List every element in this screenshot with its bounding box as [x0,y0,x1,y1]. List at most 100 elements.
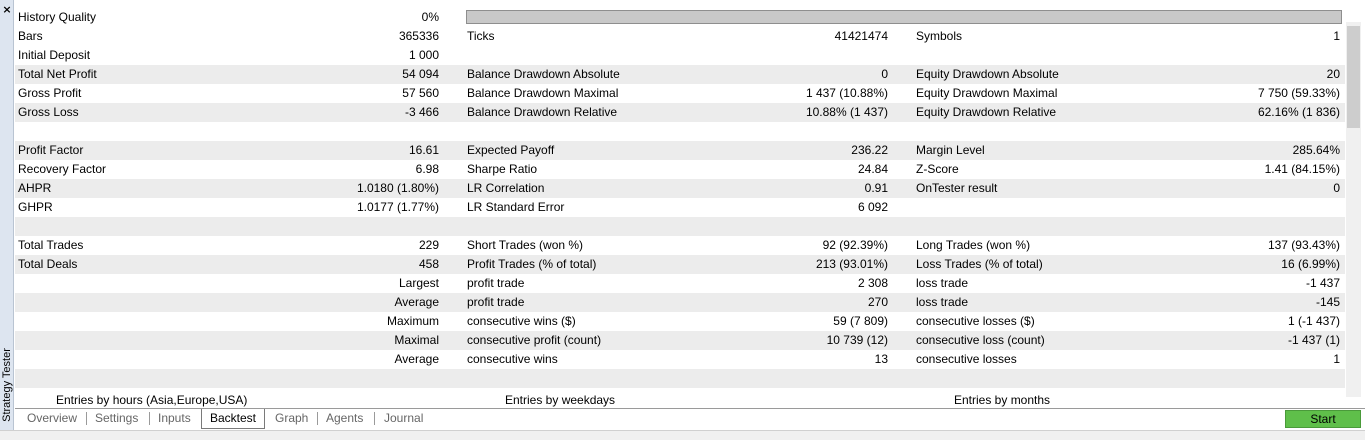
stat-label: Balance Drawdown Absolute [467,67,620,81]
stat-label: consecutive wins [467,352,558,366]
tab-backtest[interactable]: Backtest [201,409,265,429]
stat-value: Largest [398,276,439,290]
stat-label: Balance Drawdown Maximal [467,86,619,100]
stat-value: -145 [1315,295,1340,309]
chart-titles: Entries by hours (Asia,Europe,USA) Entri… [15,392,1345,408]
stat-label: AHPR [18,181,52,195]
stat-value: 1 (-1 437) [1287,314,1340,328]
stat-value: 236.22 [851,143,888,157]
stat-value: 62.16% (1 836) [1257,105,1340,119]
stat-label: Expected Payoff [467,143,555,157]
report-row: Gross Profit 57 560 Balance Drawdown Maxim… [15,84,1345,103]
backtest-report: History Quality 0% Bars 365336 Ticks 414214… [15,8,1345,388]
stat-label: profit trade [467,295,525,309]
stat-value: 229 [418,238,439,252]
stat-label: LR Correlation [467,181,545,195]
tab-separator [149,412,150,425]
strategy-tester-side-panel: × Strategy Tester [0,0,14,439]
tab-overview[interactable]: Overview [27,411,78,425]
history-quality-value: 0% [421,10,439,24]
scrollbar-thumb[interactable] [1347,26,1360,128]
stat-label: Bars [18,29,43,43]
stat-value: 20 [1326,67,1340,81]
stat-value [655,217,888,236]
stat-value: 41421474 [834,29,888,43]
stat-label: consecutive loss (count) [916,333,1045,347]
stat-label: Balance Drawdown Relative [467,105,618,119]
report-row: Profit Factor 16.61 Expected Payoff 236.22 M… [15,141,1345,160]
stat-value [215,217,439,236]
report-row [15,369,1345,388]
stat-label: Gross Profit [18,86,82,100]
stat-value: 0 [881,67,888,81]
stat-value [1105,122,1340,141]
stat-value: 365336 [398,29,439,43]
stat-value: 1.0177 (1.77%) [356,200,439,214]
panel-title: Strategy Tester [1,348,13,422]
stat-label: Total Deals [18,257,78,271]
stat-label: Long Trades (won %) [916,238,1031,252]
report-row [15,217,1345,236]
report-row: Largest profit trade 2 308 loss trade -1 437 [15,274,1345,293]
stat-value: 16.61 [408,143,439,157]
close-icon[interactable]: × [2,3,12,16]
stat-value: 7 750 (59.33%) [1257,86,1340,100]
stat-value: 57 560 [402,86,439,100]
stat-label: consecutive profit (count) [467,333,602,347]
tab-graph[interactable]: Graph [275,411,309,425]
stat-value: 1 [1333,352,1340,366]
stat-value [655,369,888,388]
stat-label: LR Standard Error [467,200,565,214]
history-quality-label: History Quality [18,10,97,24]
stat-label: Equity Drawdown Absolute [916,67,1059,81]
tab-settings[interactable]: Settings [95,411,139,425]
report-row: Maximum consecutive wins ($) 59 (7 809) con… [15,312,1345,331]
stat-value: 1 [1333,29,1340,43]
stat-label: Total Net Profit [18,67,97,81]
stat-value: 59 (7 809) [833,314,888,328]
stat-label: GHPR [18,200,53,214]
stat-label: Total Trades [18,238,84,252]
stat-value: 0.91 [864,181,888,195]
stat-value: 10.88% (1 437) [805,105,888,119]
stat-value: 10 739 (12) [826,333,888,347]
tab-agents[interactable]: Agents [326,411,364,425]
status-strip [0,430,1365,440]
stat-label: Initial Deposit [18,48,91,62]
stat-value [1105,46,1340,65]
stat-label: consecutive losses [916,352,1017,366]
stat-value: Average [394,352,439,366]
start-button[interactable]: Start [1285,410,1361,428]
stat-label: Sharpe Ratio [467,162,538,176]
stat-value: 24.84 [857,162,888,176]
stat-label: consecutive losses ($) [916,314,1035,328]
report-row: Average profit trade 270 loss trade -145 [15,293,1345,312]
stat-value [1105,198,1340,217]
stat-label: Equity Drawdown Maximal [916,86,1058,100]
stat-value: -1 437 (1) [1287,333,1340,347]
stat-value: Maximum [386,314,439,328]
history-quality-bar [466,10,1342,24]
stat-value: 458 [418,257,439,271]
tab-separator [374,412,375,425]
report-row: Total Deals 458 Profit Trades (% of total)… [15,255,1345,274]
stat-label: Margin Level [916,143,985,157]
report-row: Maximal consecutive profit (count) 10 739 … [15,331,1345,350]
stat-value: 270 [867,295,888,309]
stat-value: 13 [874,352,888,366]
tab-journal[interactable]: Journal [384,411,424,425]
stat-label: Loss Trades (% of total) [916,257,1043,271]
stat-label: Recovery Factor [18,162,107,176]
stat-value: 1 000 [408,48,439,62]
stat-label: loss trade [916,295,969,309]
report-row: Total Net Profit 54 094 Balance Drawdown A… [15,65,1345,84]
vertical-scrollbar[interactable] [1346,22,1361,397]
report-row [15,122,1345,141]
history-quality-row: History Quality 0% [15,8,1345,27]
stat-value: 16 (6.99%) [1281,257,1340,271]
stat-value: 6.98 [415,162,439,176]
tab-inputs[interactable]: Inputs [158,411,191,425]
stat-label: Equity Drawdown Relative [916,105,1057,119]
stat-value: 54 094 [402,67,439,81]
stat-value [215,122,439,141]
